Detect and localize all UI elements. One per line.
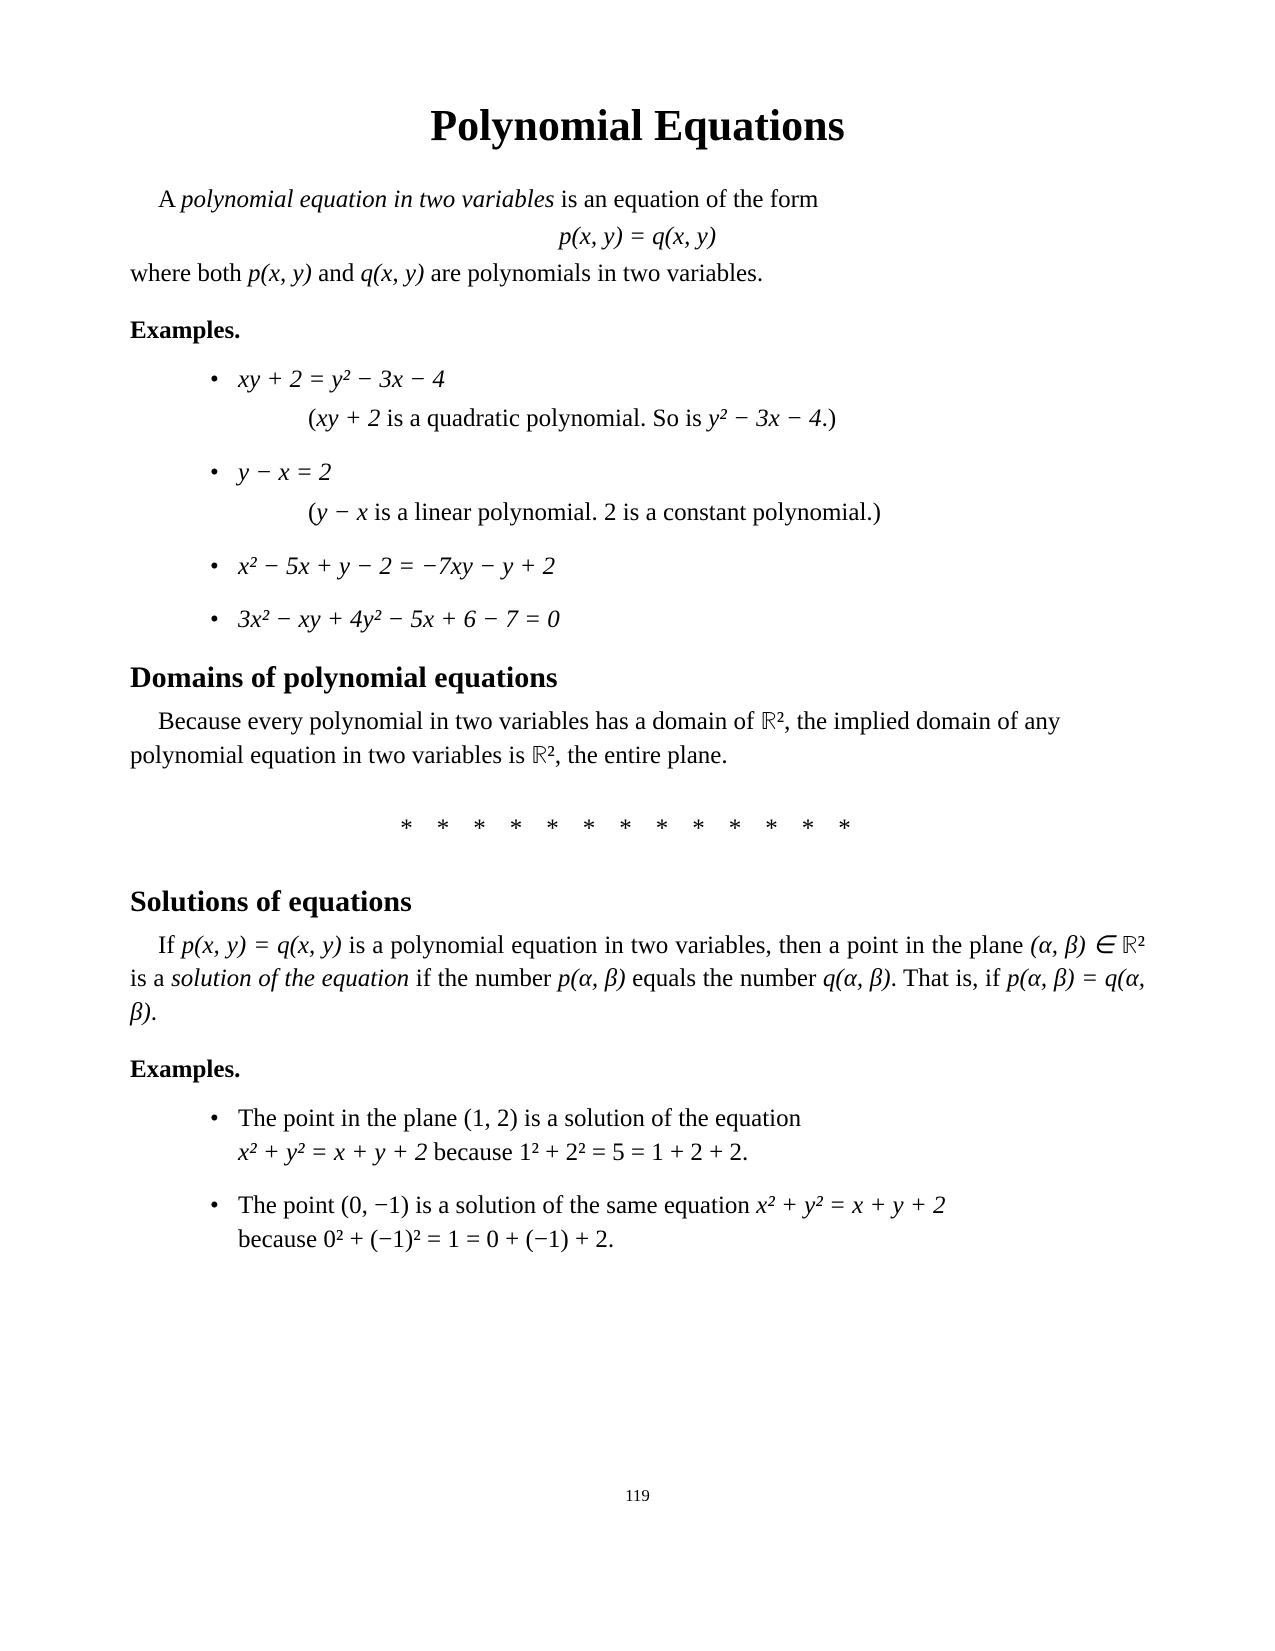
list-item: y − x = 2 (y − x is a linear polynomial.… xyxy=(210,456,1145,530)
sol-g: . xyxy=(151,999,157,1026)
sol-f: . That is, if xyxy=(891,965,1007,992)
examples-heading-1: Examples. xyxy=(130,317,1145,345)
note-mid: is a quadratic polynomial. So is xyxy=(380,405,708,432)
section-solutions: Solutions of equations xyxy=(130,885,1145,919)
example-eq: xy + 2 = y² − 3x − 4 xyxy=(238,366,445,393)
note-math: y − x xyxy=(316,499,368,526)
star-divider: ************* xyxy=(130,815,1145,843)
r2-2: ℝ² xyxy=(531,743,554,768)
sol-b: is a polynomial equation in two variable… xyxy=(342,932,1031,959)
sol-c: is a xyxy=(130,965,171,992)
examples-list-2: The point in the plane (1, 2) is a solut… xyxy=(210,1102,1145,1257)
ex2-eq: x² + y² = x + y + 2 xyxy=(756,1192,945,1219)
example-eq: 3x² − xy + 4y² − 5x + 6 − 7 = 0 xyxy=(238,606,560,633)
ex2-b: is a solution of the same equation xyxy=(409,1192,756,1219)
note-close: .) xyxy=(822,405,837,432)
sol-qab: q(α, β) xyxy=(823,965,891,992)
sol-eq: p(x, y) = q(x, y) xyxy=(182,932,342,959)
example-eq: x² − 5x + y − 2 = −7xy − y + 2 xyxy=(238,553,555,580)
ex2-a: The point in the plane xyxy=(238,1105,464,1132)
note-mid: is a linear polynomial. 2 is a constant … xyxy=(368,499,881,526)
sol-d: if the number xyxy=(409,965,558,992)
ex2-pt: (1, 2) xyxy=(464,1105,518,1132)
sol-pab: p(α, β) xyxy=(558,965,626,992)
ex2-calc: 1² + 2² = 5 = 1 + 2 + 2 xyxy=(519,1139,742,1166)
intro-ital: polynomial equation in two variables xyxy=(181,186,555,213)
dom-c: , the entire plane. xyxy=(555,742,728,769)
r2-1: ℝ² xyxy=(761,709,784,734)
intro-text: A xyxy=(158,186,181,213)
ex2-end: . xyxy=(608,1226,614,1253)
ex2-b: is a solution of the equation xyxy=(518,1105,801,1132)
page-number: 119 xyxy=(0,1486,1275,1506)
ex2-calc: 0² + (−1)² = 1 = 0 + (−1) + 2 xyxy=(323,1226,608,1253)
intro-text-b: is an equation of the form xyxy=(555,186,819,213)
section-domains: Domains of polynomial equations xyxy=(130,661,1145,695)
list-item: xy + 2 = y² − 3x − 4 (xy + 2 is a quadra… xyxy=(210,363,1145,437)
dom-a: Because every polynomial in two variable… xyxy=(158,708,761,735)
pxy: p(x, y) xyxy=(248,260,312,287)
ex2-eq: x² + y² = x + y + 2 xyxy=(238,1139,427,1166)
ex2-bc: because xyxy=(427,1139,519,1166)
list-item: 3x² − xy + 4y² − 5x + 6 − 7 = 0 xyxy=(210,603,1145,637)
example-eq: y − x = 2 xyxy=(238,459,331,486)
intro-para: A polynomial equation in two variables i… xyxy=(130,183,1145,217)
ex2-bc: because xyxy=(238,1226,323,1253)
note-math-2: y² − 3x − 4 xyxy=(708,405,821,432)
intro-where: where both p(x, y) and q(x, y) are polyn… xyxy=(130,257,1145,291)
where-b: are polynomials in two variables. xyxy=(424,260,763,287)
solutions-para: If p(x, y) = q(x, y) is a polynomial equ… xyxy=(130,929,1145,1030)
note-math: xy + 2 xyxy=(316,405,380,432)
equation-pq: p(x, y) = q(x, y) xyxy=(559,223,716,250)
example-note: (y − x is a linear polynomial. 2 is a co… xyxy=(308,496,1145,530)
sol-e: equals the number xyxy=(626,965,823,992)
examples-heading-2: Examples. xyxy=(130,1056,1145,1084)
sol-ital: solution of the equation xyxy=(171,965,409,992)
list-item: x² − 5x + y − 2 = −7xy − y + 2 xyxy=(210,550,1145,584)
qxy: q(x, y) xyxy=(360,260,424,287)
ex2-end: . xyxy=(742,1139,748,1166)
ex2-pt: (0, −1) xyxy=(341,1192,409,1219)
and: and xyxy=(312,260,361,287)
intro-display-equation: p(x, y) = q(x, y) xyxy=(130,223,1145,251)
ex2-a: The point xyxy=(238,1192,341,1219)
list-item: The point in the plane (1, 2) is a solut… xyxy=(210,1102,1145,1170)
examples-list-1: xy + 2 = y² − 3x − 4 (xy + 2 is a quadra… xyxy=(210,363,1145,638)
example-note: (xy + 2 is a quadratic polynomial. So is… xyxy=(308,402,1145,436)
sol-ab: (α, β) ∈ xyxy=(1030,932,1121,959)
sol-a: If xyxy=(158,932,182,959)
page: Polynomial Equations A polynomial equati… xyxy=(0,0,1275,1651)
domains-para: Because every polynomial in two variable… xyxy=(130,705,1145,773)
where-a: where both xyxy=(130,260,248,287)
sol-r2: ℝ² xyxy=(1122,933,1145,958)
list-item: The point (0, −1) is a solution of the s… xyxy=(210,1189,1145,1257)
page-title: Polynomial Equations xyxy=(130,100,1145,151)
